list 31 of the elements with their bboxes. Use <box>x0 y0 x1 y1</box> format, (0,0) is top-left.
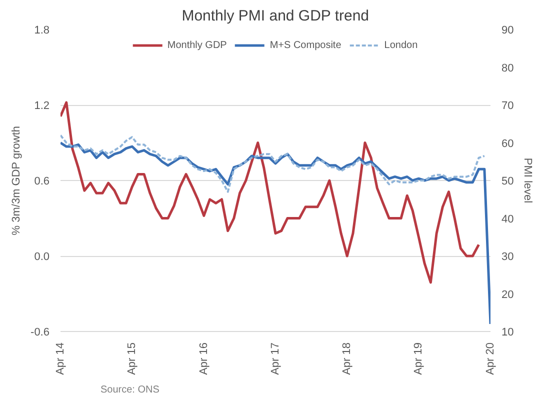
y2-tick-label: 80 <box>502 62 514 74</box>
legend-label: Monthly GDP <box>167 40 227 50</box>
x-tick-label: Apr 15 <box>126 342 138 375</box>
legend-label: M+S Composite <box>270 40 342 50</box>
y2-tick-label: 90 <box>502 24 514 36</box>
x-tick-label: Apr 14 <box>54 342 66 375</box>
y-tick-label: 0.6 <box>34 176 50 188</box>
y2-tick-label: 60 <box>502 138 514 150</box>
x-tick-label: Apr 18 <box>341 342 354 375</box>
line-series <box>60 134 486 193</box>
y2-tick-label: 70 <box>502 100 514 112</box>
x-tick-label: Apr 20 <box>484 342 496 375</box>
y-tick-label: 1.8 <box>34 24 50 36</box>
y-axis-title: % 3m/3m GDP growth <box>10 126 23 236</box>
y2-tick-label: 10 <box>502 326 514 338</box>
y2-tick-label: 30 <box>502 251 514 263</box>
chart-title: Monthly PMI and GDP trend <box>182 8 370 24</box>
x-tick-label: Apr 19 <box>412 342 425 375</box>
y2-axis-title: PMI level <box>522 158 534 204</box>
y-tick-label: -0.6 <box>30 326 50 338</box>
y2-tick-label: 50 <box>502 176 514 188</box>
y-tick-label: 0.0 <box>34 251 50 263</box>
x-tick-label: Apr 17 <box>270 342 282 375</box>
x-tick-label: Apr 16 <box>198 342 210 375</box>
y-tick-label: 1.2 <box>34 100 50 112</box>
line-series <box>60 142 490 326</box>
source-note: Source: ONS <box>100 384 160 396</box>
line-series <box>60 101 480 284</box>
legend-label: London <box>384 40 418 50</box>
y2-tick-label: 40 <box>502 213 514 226</box>
y2-tick-label: 20 <box>502 288 514 301</box>
